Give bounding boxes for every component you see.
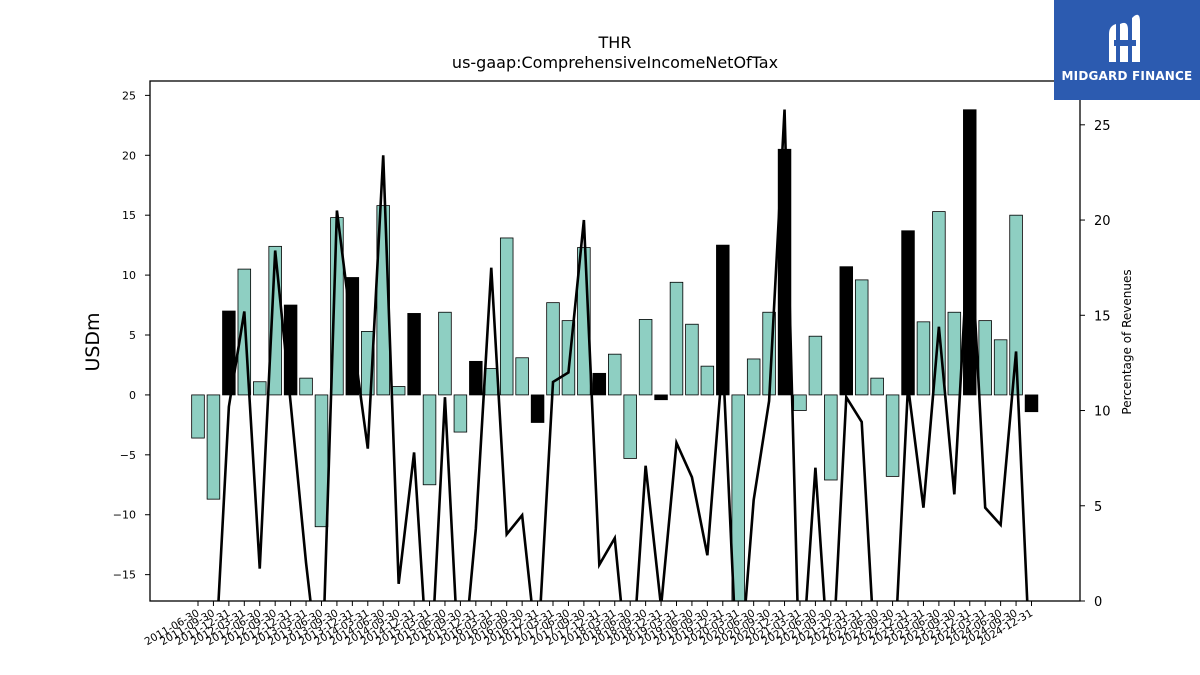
bar <box>700 365 715 396</box>
bar <box>978 320 992 396</box>
bar <box>716 244 730 396</box>
y-tick-label: 20 <box>122 149 136 162</box>
y-tick-label: −5 <box>120 449 136 462</box>
y-tick-label: 15 <box>122 209 136 222</box>
bar <box>484 368 499 396</box>
bar <box>870 377 884 396</box>
y-tick-label: −10 <box>113 509 136 522</box>
bar <box>515 357 529 396</box>
y-tick-label: 25 <box>122 89 136 102</box>
bar <box>638 319 653 396</box>
bars-group <box>191 109 1039 601</box>
y-tick-label: 0 <box>129 389 136 402</box>
y-axis-label: USDm <box>82 312 104 371</box>
y2-axis-label: Percentage of Revenues <box>1120 269 1134 414</box>
logo-mark-icon <box>1109 14 1140 63</box>
bar <box>592 372 607 396</box>
brand-logo: MIDGARD FINANCE <box>1054 0 1200 100</box>
bar <box>299 377 313 396</box>
bar <box>530 394 545 423</box>
bar <box>947 311 962 396</box>
bar <box>608 353 622 396</box>
bar <box>453 394 468 433</box>
bar <box>793 394 807 411</box>
bar <box>253 381 267 396</box>
bar <box>623 394 637 459</box>
y-tick-label: −15 <box>113 569 136 582</box>
line-group <box>217 109 1029 601</box>
bar <box>222 310 236 396</box>
chart-subtitle: us-gaap:ComprehensiveIncomeNetOfTax <box>452 53 778 72</box>
logo-text: MIDGARD FINANCE <box>1061 69 1193 83</box>
y2-tick-label: 10 <box>1094 405 1111 420</box>
chart-title: THR <box>598 33 632 52</box>
bar <box>1009 214 1023 396</box>
y2-tick-label: 15 <box>1094 309 1111 324</box>
y2-tick-label: 5 <box>1094 500 1102 515</box>
bar <box>808 335 823 396</box>
bar <box>391 386 406 396</box>
bar <box>901 230 915 396</box>
bar <box>885 394 900 477</box>
bar <box>499 237 514 396</box>
bar <box>422 394 437 486</box>
bar <box>469 360 483 396</box>
y-tick-label: 5 <box>129 329 136 342</box>
bar <box>314 394 329 528</box>
y2-axis-ticks: 0 5 10 15 20 25 <box>1080 119 1111 610</box>
x-axis-ticks: 2011-06-302011-09-302011-12-312012-03-31… <box>143 601 1035 648</box>
y-axis-ticks: −15 −10 −5 0 5 10 15 20 25 <box>113 89 150 582</box>
y-tick-label: 10 <box>122 269 136 282</box>
y2-tick-label: 0 <box>1094 595 1102 610</box>
bar <box>746 358 761 396</box>
ratio-line <box>217 109 1029 601</box>
bar <box>206 394 221 500</box>
bar <box>993 339 1008 396</box>
bar <box>407 313 421 396</box>
bar <box>731 394 745 601</box>
bar <box>669 281 684 396</box>
bar <box>1024 394 1039 413</box>
bar <box>854 279 869 396</box>
bar <box>824 394 838 481</box>
bar <box>916 321 931 396</box>
bar <box>654 394 668 401</box>
bar <box>839 266 854 396</box>
y2-tick-label: 20 <box>1094 214 1111 229</box>
bar <box>685 323 699 396</box>
bar <box>438 311 452 396</box>
bar <box>963 109 977 396</box>
bar <box>191 394 205 439</box>
y2-tick-label: 25 <box>1094 119 1111 134</box>
